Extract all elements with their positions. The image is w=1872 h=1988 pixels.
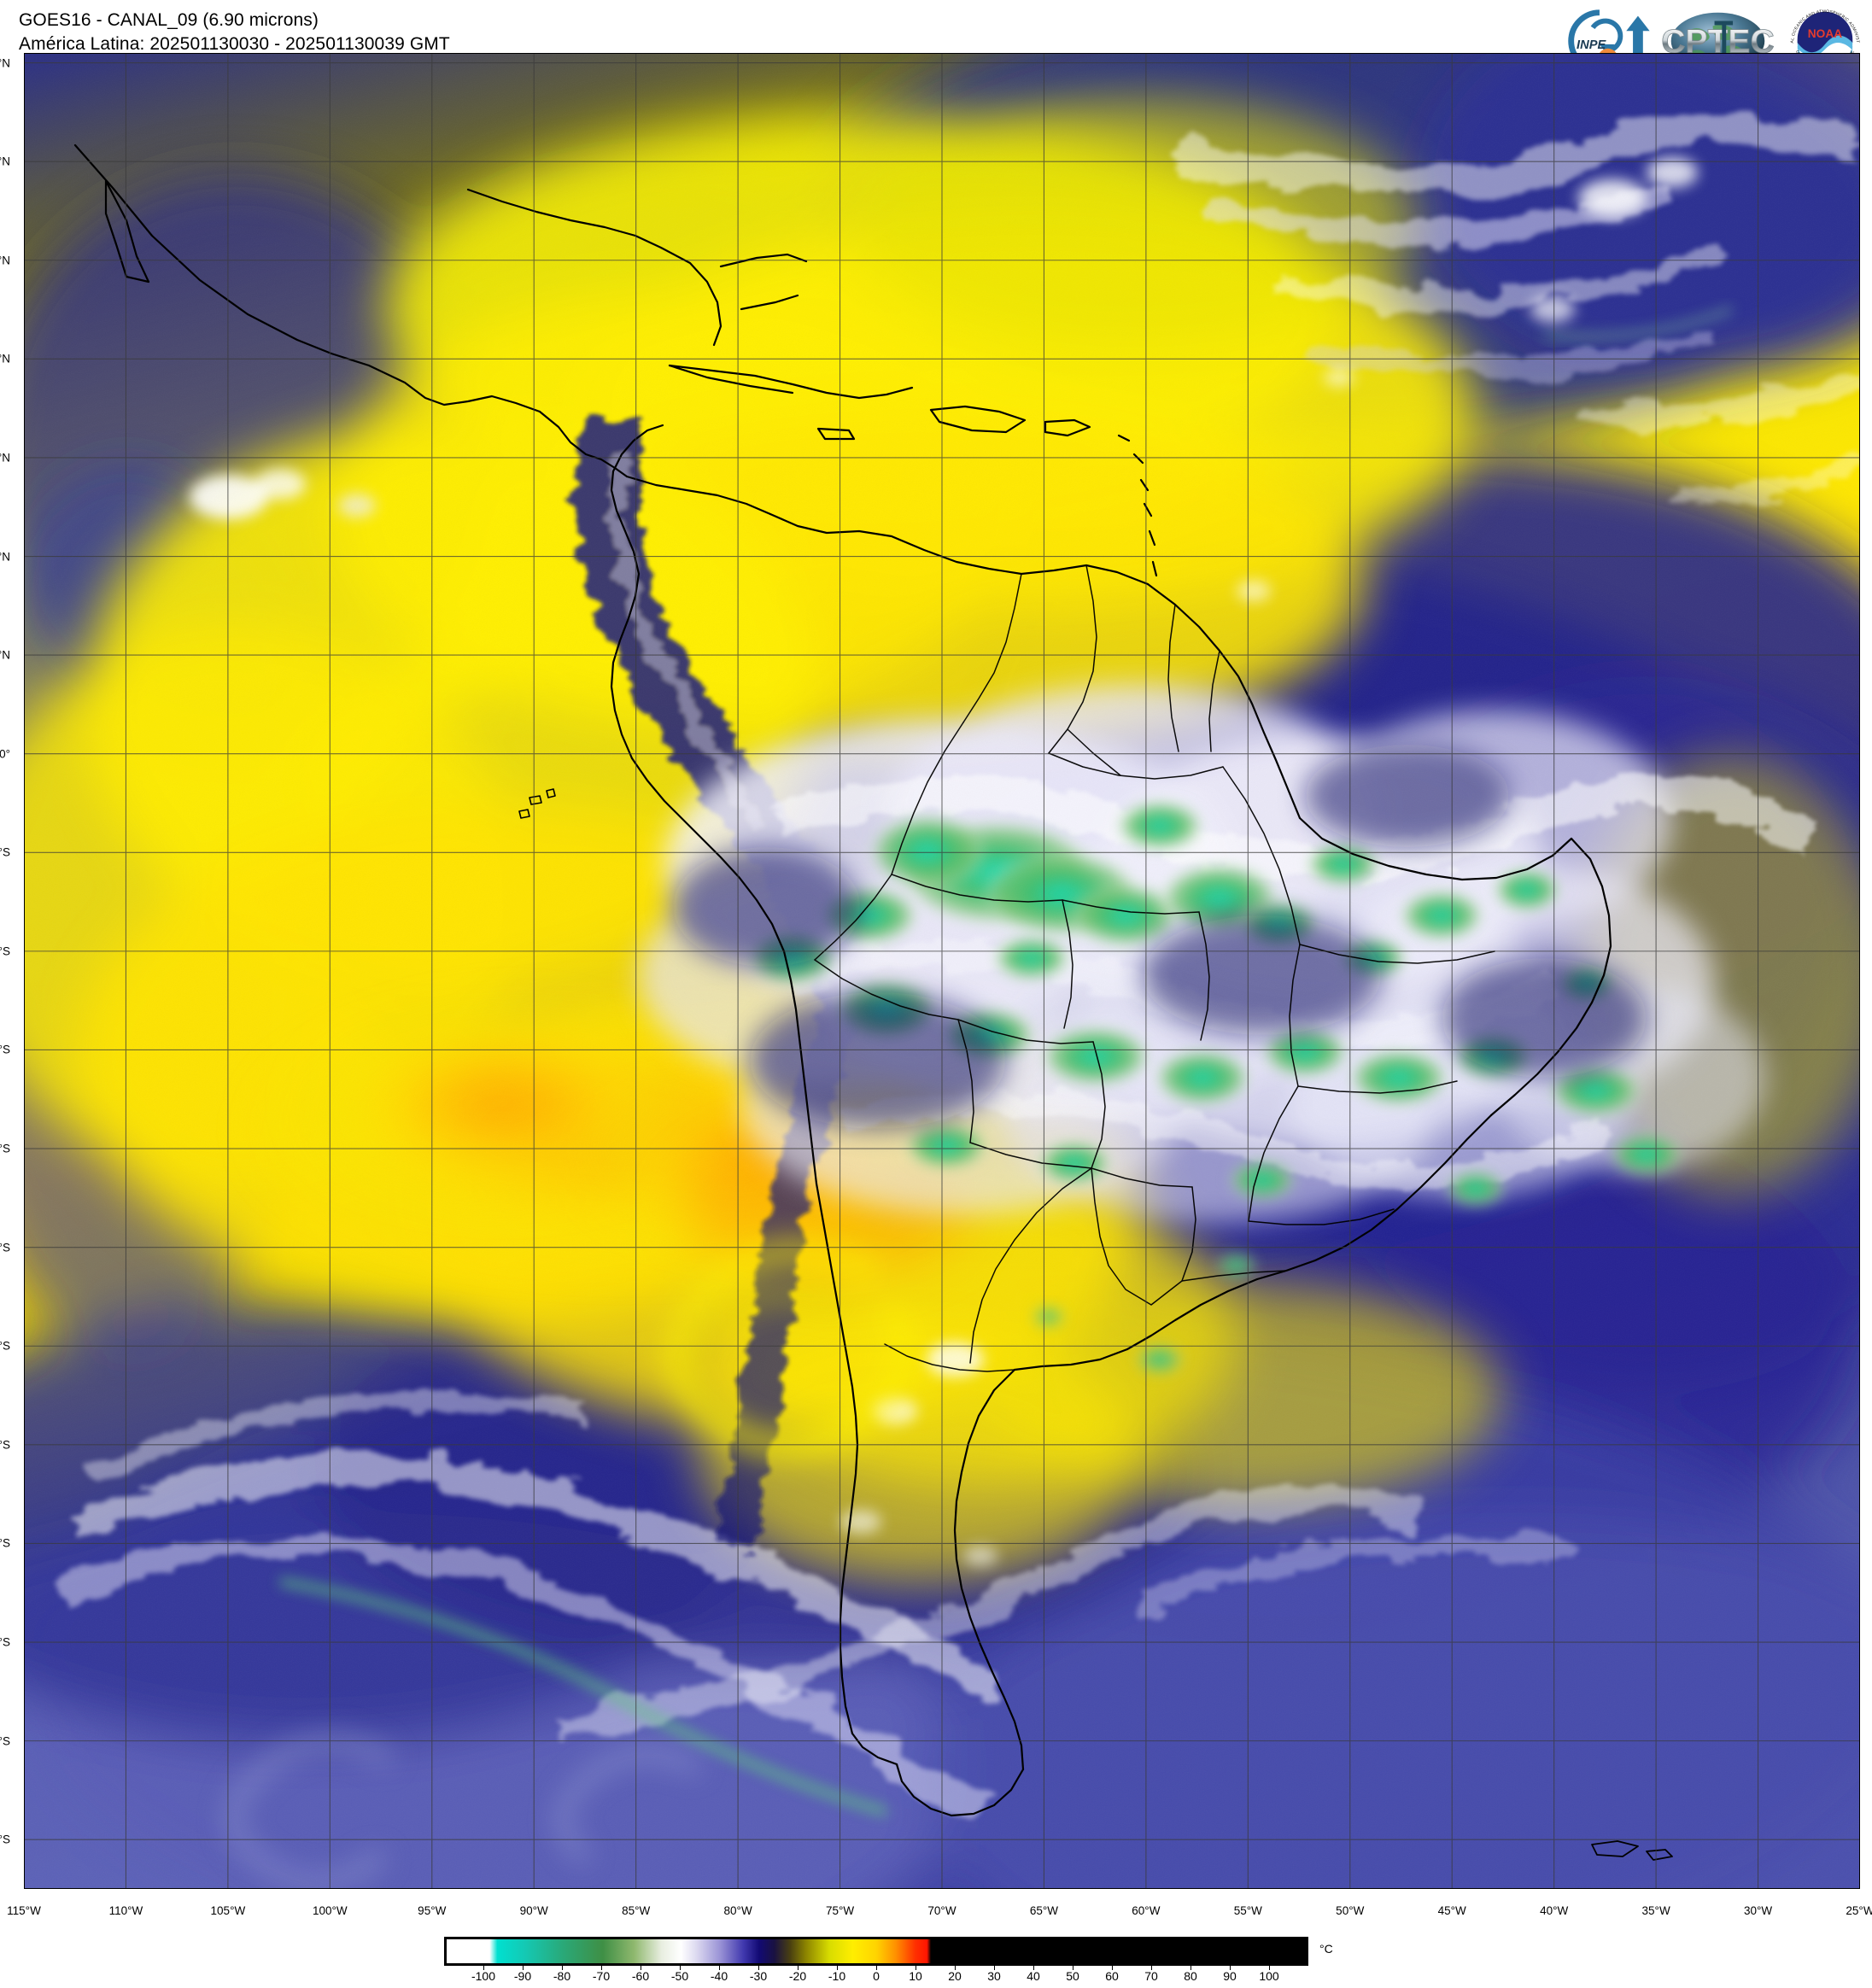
- lat-tick-label: 30°N: [0, 155, 10, 168]
- lon-tick-label: 30°W: [1743, 1904, 1773, 1917]
- colorbar-tick-label: 10: [909, 1969, 922, 1983]
- colorbar-tick: [758, 1966, 759, 1970]
- lon-tick-label: 25°W: [1846, 1904, 1872, 1917]
- lat-tick-label: 10°N: [0, 550, 10, 564]
- lon-tick-label: 60°W: [1132, 1904, 1161, 1917]
- lon-tick-label: 35°W: [1641, 1904, 1670, 1917]
- colorbar-tick-label: -60: [631, 1969, 650, 1983]
- lon-tick-label: 55°W: [1233, 1904, 1262, 1917]
- colorbar-tick-label: -20: [788, 1969, 807, 1983]
- colorbar-tick: [719, 1966, 720, 1970]
- lat-tick-label: 30°S: [0, 1339, 10, 1353]
- colorbar-tick-label: -30: [749, 1969, 768, 1983]
- lon-tick-label: 65°W: [1029, 1904, 1059, 1917]
- colorbar-tick: [523, 1966, 524, 1970]
- lon-tick-label: 80°W: [723, 1904, 752, 1917]
- lat-tick-label: 45°S: [0, 1635, 10, 1649]
- colorbar-tick-label: 100: [1259, 1969, 1279, 1983]
- lat-tick-label: 10°S: [0, 944, 10, 958]
- colorbar-tick: [601, 1966, 602, 1970]
- lat-lon-grid: [24, 53, 1860, 1889]
- satellite-map: 35°N 30°N 25°N 20°N 15°N 10°N 5°N 0° 5°S 10°S 15°S…: [0, 53, 1872, 1917]
- lon-tick-label: 75°W: [825, 1904, 855, 1917]
- colorbar-tick-label: -100: [471, 1969, 496, 1983]
- colorbar-tick: [483, 1966, 484, 1970]
- lon-tick-label: 45°W: [1437, 1904, 1466, 1917]
- lat-tick-label: 5°N: [0, 648, 10, 662]
- coastlines: [73, 143, 1673, 1861]
- colorbar-tick: [1190, 1966, 1191, 1970]
- colorbar-tick: [1151, 1966, 1152, 1970]
- colorbar-tick: [1033, 1966, 1034, 1970]
- lon-tick-label: 70°W: [927, 1904, 956, 1917]
- title-line-satellite-channel: GOES16 - CANAL_09 (6.90 microns): [19, 10, 319, 30]
- page-title: GOES16 - CANAL_09 (6.90 microns) América…: [19, 9, 450, 56]
- colorbar-tick-label: 50: [1066, 1969, 1079, 1983]
- lat-tick-label: 25°S: [0, 1241, 10, 1254]
- title-line-region-time: América Latina: 202501130030 - 202501130…: [19, 33, 450, 54]
- colorbar-tick: [876, 1966, 877, 1970]
- colorbar-tick-label: -10: [828, 1969, 846, 1983]
- lat-tick-label: 20°N: [0, 352, 10, 365]
- colorbar-tick-label: 80: [1184, 1969, 1197, 1983]
- lat-tick-label: 50°S: [0, 1734, 10, 1748]
- colorbar-gradient: [447, 1939, 1306, 1963]
- colorbar-tick: [680, 1966, 681, 1970]
- lat-tick-label: 55°S: [0, 1833, 10, 1846]
- colorbar-tick-label: 40: [1027, 1969, 1040, 1983]
- lon-tick-label: 90°W: [519, 1904, 548, 1917]
- colorbar-tick: [562, 1966, 563, 1970]
- colorbar-tick: [837, 1966, 838, 1970]
- water-vapour-imagery: [24, 53, 1860, 1889]
- lat-tick-label: 35°N: [0, 56, 10, 70]
- colorbar-tick: [798, 1966, 799, 1970]
- colorbar-tick-label: -90: [513, 1969, 532, 1983]
- lon-tick-label: 100°W: [312, 1904, 348, 1917]
- colorbar-tick-label: 0: [873, 1969, 880, 1983]
- colorbar-tick-label: 20: [948, 1969, 962, 1983]
- lon-tick-label: 95°W: [418, 1904, 447, 1917]
- lon-tick-label: 115°W: [7, 1904, 41, 1917]
- colorbar-tick-label: 90: [1223, 1969, 1237, 1983]
- inpe-logo-text: INPE: [1577, 38, 1606, 52]
- colorbar-tick-label: 30: [987, 1969, 1001, 1983]
- satellite-image-canvas: [24, 53, 1860, 1889]
- lat-tick-label: 40°S: [0, 1536, 10, 1550]
- colorbar-tick-label: -80: [553, 1969, 571, 1983]
- lon-tick-label: 50°W: [1336, 1904, 1365, 1917]
- lon-tick-label: 85°W: [622, 1904, 651, 1917]
- colorbar-tick-label: -40: [710, 1969, 728, 1983]
- lat-tick-label: 20°S: [0, 1142, 10, 1155]
- colorbar-tick-label: 70: [1144, 1969, 1158, 1983]
- lat-tick-label: 35°S: [0, 1438, 10, 1452]
- colorbar-tick: [994, 1966, 995, 1970]
- colorbar-tick: [1230, 1966, 1231, 1970]
- colorbar-tick-label: -50: [670, 1969, 689, 1983]
- colorbar-tick: [955, 1966, 956, 1970]
- lat-tick-label: 5°S: [0, 845, 10, 859]
- lat-tick-label: 0°: [0, 747, 10, 761]
- colorbar-tick-label: 60: [1105, 1969, 1119, 1983]
- colorbar: [444, 1937, 1308, 1966]
- lat-tick-label: 15°N: [0, 451, 10, 465]
- lon-tick-label: 105°W: [210, 1904, 246, 1917]
- lat-tick-label: 15°S: [0, 1043, 10, 1056]
- noaa-logo-center-text: NOAA: [1808, 27, 1842, 40]
- colorbar-tick: [1269, 1966, 1270, 1970]
- colorbar-tick: [1112, 1966, 1113, 1970]
- lon-tick-label: 40°W: [1540, 1904, 1569, 1917]
- colorbar-unit-label: °C: [1319, 1942, 1333, 1956]
- colorbar-tick-label: -70: [592, 1969, 611, 1983]
- lat-tick-label: 25°N: [0, 254, 10, 267]
- colorbar-legend: -100 -90 -80 -70 -60 -50 -40 -30 -20 -10 0 10 20 30 40…: [0, 1937, 1872, 1988]
- lon-tick-label: 110°W: [108, 1904, 143, 1917]
